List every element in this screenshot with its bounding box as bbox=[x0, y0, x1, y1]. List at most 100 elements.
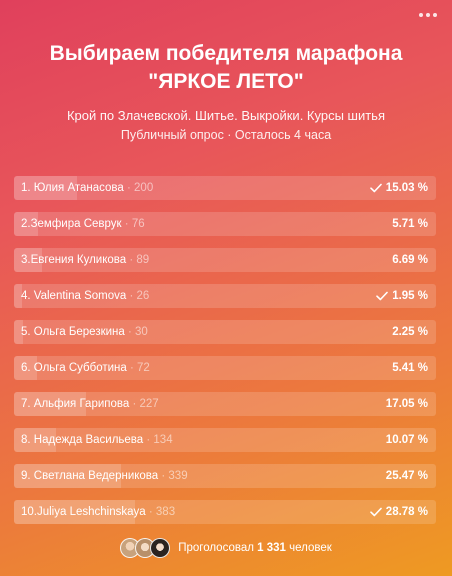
poll-option-separator: · bbox=[129, 398, 140, 410]
poll-option-fill bbox=[14, 248, 43, 272]
poll-option-count: 339 bbox=[168, 470, 188, 482]
poll-option-fill bbox=[14, 428, 57, 452]
poll-option-percent: 15.03 % bbox=[385, 182, 428, 194]
poll-option-count: 76 bbox=[131, 218, 145, 230]
poll-option-separator: · bbox=[124, 326, 136, 338]
poll-option-fill bbox=[14, 356, 37, 380]
poll-option-label: 2.Земфира Севрук · 76 bbox=[21, 212, 145, 236]
poll-option-label: 5. Ольга Березкина · 30 bbox=[21, 320, 148, 344]
poll-option-separator: · bbox=[145, 506, 156, 518]
check-icon bbox=[369, 507, 382, 517]
more-dot-icon bbox=[433, 13, 437, 17]
poll-meta: Публичный опрос · Осталось 4 часа bbox=[120, 128, 332, 142]
poll-title-line2: "ЯРКОЕ ЛЕТО" bbox=[148, 70, 304, 93]
poll-option[interactable]: 1. Юлия Атанасова · 200 15.03 % bbox=[14, 176, 436, 200]
poll-option-count: 30 bbox=[135, 326, 148, 338]
poll-option-label: 3.Евгения Куликова · 89 bbox=[21, 248, 149, 272]
poll-option-percent: 10.07 % bbox=[385, 434, 428, 446]
poll-option-percent-wrap: 10.07 % bbox=[386, 428, 428, 452]
poll-option-name: 5. Ольга Березкина bbox=[21, 326, 125, 338]
poll-option-percent: 5.71 % bbox=[392, 218, 428, 230]
poll-option-separator: · bbox=[126, 362, 138, 374]
poll-option-count: 26 bbox=[136, 290, 150, 302]
poll-option-percent-wrap: 28.78 % bbox=[369, 500, 428, 524]
poll-option-name: 7. Альфия Гарипова bbox=[21, 398, 130, 410]
poll-footer: Проголосовал 1 331 человек bbox=[0, 538, 452, 558]
poll-option[interactable]: 2.Земфира Севрук · 76 5.71 % bbox=[14, 212, 436, 236]
poll-option-percent-wrap: 17.05 % bbox=[386, 392, 428, 416]
voted-suffix: человек bbox=[289, 542, 332, 554]
poll-option-separator: · bbox=[158, 470, 169, 482]
poll-option-fill bbox=[14, 320, 24, 344]
poll-option-label: 1. Юлия Атанасова · 200 bbox=[21, 176, 153, 200]
poll-option-percent: 25.47 % bbox=[385, 470, 428, 482]
poll-option-separator: · bbox=[123, 182, 135, 194]
poll-options: 1. Юлия Атанасова · 200 15.03 % 2.Земфира … bbox=[14, 176, 436, 536]
poll-option-label: 4. Valentina Somova · 26 bbox=[21, 284, 149, 308]
poll-option-label: 10.Juliya Leshchinskaya · 383 bbox=[21, 500, 175, 524]
poll-option-name: 2.Земфира Севрук bbox=[21, 218, 122, 230]
poll-option[interactable]: 6. Ольга Субботина · 72 5.41 % bbox=[14, 356, 436, 380]
poll-option-fill bbox=[14, 176, 78, 200]
poll-option-percent-wrap: 6.69 % bbox=[392, 248, 428, 272]
poll-option[interactable]: 10.Juliya Leshchinskaya · 383 28.78 % bbox=[14, 500, 436, 524]
poll-option-percent: 28.78 % bbox=[385, 506, 428, 518]
poll-option[interactable]: 8. Надежда Васильева · 134 10.07 % bbox=[14, 428, 436, 452]
poll-option-name: 10.Juliya Leshchinskaya bbox=[21, 506, 146, 518]
poll-option-label: 6. Ольга Субботина · 72 bbox=[21, 356, 150, 380]
poll-option-fill bbox=[14, 284, 23, 308]
poll-option-count: 89 bbox=[136, 254, 150, 266]
poll-option-name: 4. Valentina Somova bbox=[21, 290, 127, 302]
poll-option-percent: 6.69 % bbox=[392, 254, 428, 266]
voted-summary[interactable]: Проголосовал 1 331 человек bbox=[178, 542, 332, 554]
voted-count: 1 331 bbox=[257, 542, 286, 554]
poll-title-line1: Выбираем победителя марафона bbox=[49, 42, 403, 65]
poll-subtitle: Крой по Злачевской. Шитье. Выкройки. Кур… bbox=[66, 108, 385, 123]
poll-option-label: 8. Надежда Васильева · 134 bbox=[21, 428, 173, 452]
poll-option-percent: 1.95 % bbox=[392, 290, 428, 302]
poll-option-count: 200 bbox=[134, 182, 154, 194]
poll-option-fill bbox=[14, 464, 122, 488]
poll-option-separator: · bbox=[126, 290, 137, 302]
poll-option-fill bbox=[14, 500, 136, 524]
check-icon bbox=[369, 183, 382, 193]
poll-option-separator: · bbox=[126, 254, 137, 266]
poll-option-percent: 5.41 % bbox=[392, 362, 428, 374]
poll-option-percent-wrap: 5.41 % bbox=[392, 356, 428, 380]
poll-option[interactable]: 4. Valentina Somova · 26 1.95 % bbox=[14, 284, 436, 308]
poll-option-label: 7. Альфия Гарипова · 227 bbox=[21, 392, 159, 416]
poll-option-fill bbox=[14, 392, 86, 416]
poll-option-name: 1. Юлия Атанасова bbox=[21, 182, 124, 194]
poll-option-name: 6. Ольга Субботина bbox=[21, 362, 127, 374]
poll-option-separator: · bbox=[121, 218, 132, 230]
poll-option-separator: · bbox=[143, 434, 154, 446]
poll-title: Выбираем победителя марафона "ЯРКОЕ ЛЕТО… bbox=[20, 40, 432, 96]
avatar[interactable] bbox=[150, 538, 171, 558]
poll-option-percent-wrap: 15.03 % bbox=[369, 176, 428, 200]
poll-option[interactable]: 3.Евгения Куликова · 89 6.69 % bbox=[14, 248, 436, 272]
poll-option-percent-wrap: 2.25 % bbox=[392, 320, 428, 344]
poll-option-fill bbox=[14, 212, 39, 236]
poll-option[interactable]: 5. Ольга Березкина · 30 2.25 % bbox=[14, 320, 436, 344]
poll-option-count: 72 bbox=[137, 362, 150, 374]
more-options-button[interactable] bbox=[416, 6, 440, 24]
poll-option-label: 9. Светлана Ведерникова · 339 bbox=[21, 464, 188, 488]
more-dot-icon bbox=[419, 13, 423, 17]
poll-option-percent: 17.05 % bbox=[385, 398, 428, 410]
poll-option-count: 383 bbox=[155, 506, 176, 518]
voted-prefix: Проголосовал bbox=[178, 542, 254, 554]
poll-option[interactable]: 7. Альфия Гарипова · 227 17.05 % bbox=[14, 392, 436, 416]
check-icon bbox=[376, 291, 388, 301]
poll-option-name: 9. Светлана Ведерникова bbox=[21, 470, 159, 482]
poll-option-percent-wrap: 5.71 % bbox=[392, 212, 428, 236]
poll-option-name: 3.Евгения Куликова bbox=[21, 254, 127, 266]
poll-option[interactable]: 9. Светлана Ведерникова · 339 25.47 % bbox=[14, 464, 436, 488]
poll-option-count: 134 bbox=[153, 434, 173, 446]
voters-avatars[interactable] bbox=[120, 538, 171, 558]
poll-option-percent: 2.25 % bbox=[392, 326, 428, 338]
poll-option-percent-wrap: 25.47 % bbox=[386, 464, 428, 488]
poll-option-percent-wrap: 1.95 % bbox=[376, 284, 428, 308]
more-dot-icon bbox=[426, 13, 430, 17]
poll-option-count: 227 bbox=[139, 398, 159, 410]
